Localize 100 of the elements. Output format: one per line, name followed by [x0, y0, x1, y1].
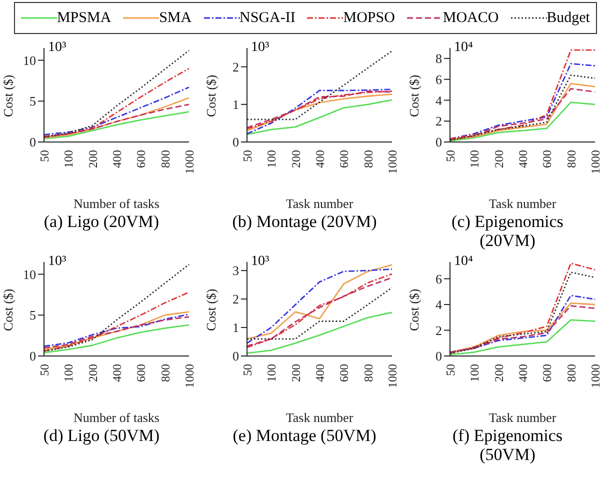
y-tick-label: 2: [436, 322, 442, 338]
line-series: [246, 50, 393, 120]
text: (d) Ligo (50VM): [42, 426, 161, 445]
line-series: [43, 111, 190, 140]
y-tick-label: 2: [436, 114, 442, 129]
x-tick-label: 800: [564, 150, 578, 168]
line-series: [43, 264, 190, 352]
y-tick-label: 10: [23, 266, 36, 282]
annotation: 10³: [48, 40, 66, 56]
x-tick-label: 50: [240, 364, 255, 376]
y-tick-label: 0: [232, 348, 239, 364]
x-tick-label: 100: [264, 150, 279, 168]
x-tick-label: 600: [337, 364, 352, 382]
text: (f) Epigenomics (50VM): [452, 426, 564, 464]
y-axis-title: Cost ($): [204, 288, 219, 331]
x-axis-title: Number of tasks: [74, 410, 160, 425]
x-tick-label: 1000: [588, 364, 603, 388]
x-tick-label: 100: [62, 150, 76, 168]
x-tick-label: 400: [516, 150, 530, 168]
x-axis-title: Task number: [286, 196, 354, 211]
y-tick-label: 4: [436, 92, 442, 108]
x-tick-label: 600: [134, 364, 148, 382]
x-tick-label: 400: [313, 364, 328, 382]
x-tick-label: 1000: [588, 150, 603, 174]
x-tick-label: 1000: [386, 364, 400, 388]
y-tick-label: 4: [436, 297, 442, 312]
x-axis-title: Task number: [488, 410, 557, 425]
annotation: 10⁴: [454, 254, 473, 270]
x-tick-label: 100: [468, 150, 482, 168]
x-tick-label: 100: [62, 364, 76, 382]
legend-label: MPSMA: [56, 10, 112, 26]
y-tick-label: 10: [23, 52, 36, 68]
line-series: [43, 104, 190, 138]
x-tick-label: 800: [361, 364, 376, 382]
x-axis-title: Number of tasks: [74, 196, 160, 211]
x-tick-label: 200: [288, 364, 303, 382]
text: (b) Montage (20VM): [231, 212, 378, 231]
x-tick-label: 600: [337, 150, 352, 168]
x-tick-label: 400: [110, 364, 124, 382]
x-tick-label: 1000: [182, 364, 197, 388]
y-tick-label: 5: [30, 308, 36, 323]
x-tick-label: 400: [110, 150, 124, 168]
y-axis-title: Cost ($): [0, 288, 16, 331]
text: (c) Epigenomics (20VM): [450, 212, 564, 250]
x-tick-label: 50: [444, 364, 458, 376]
x-tick-label: 800: [564, 364, 578, 382]
line-series: [246, 286, 393, 340]
x-tick-label: 200: [86, 364, 100, 382]
annotation: 10³: [251, 40, 270, 56]
x-tick-label: 200: [492, 364, 506, 382]
x-tick-label: 100: [468, 364, 482, 382]
line-series: [43, 292, 190, 352]
y-axis-title: Cost ($): [406, 74, 422, 117]
x-tick-label: 200: [86, 150, 100, 168]
x-tick-label: 400: [516, 364, 530, 382]
line-series: [43, 86, 190, 136]
line-series: [43, 50, 190, 138]
x-tick-label: 800: [361, 150, 376, 168]
x-tick-label: 50: [38, 150, 52, 162]
annotation: 10³: [48, 254, 66, 270]
legend-label: Budget: [546, 10, 590, 26]
line-series: [43, 97, 190, 139]
text: (a) Ligo (20VM): [42, 212, 160, 231]
y-tick-label: 2: [232, 292, 239, 307]
x-tick-label: 1000: [182, 150, 197, 174]
y-tick-label: 0: [436, 348, 442, 364]
x-axis-title: Task number: [286, 410, 354, 425]
y-tick-label: 0: [30, 348, 36, 364]
line-series: [43, 324, 190, 354]
x-tick-label: 50: [38, 364, 52, 376]
x-axis-title: Task number: [488, 196, 557, 211]
x-tick-label: 600: [134, 150, 148, 168]
line-series: [43, 68, 190, 137]
x-tick-label: 100: [264, 364, 279, 382]
x-tick-label: 200: [492, 150, 506, 168]
y-tick-label: 6: [436, 271, 442, 286]
y-tick-label: 0: [232, 134, 239, 150]
x-tick-label: 600: [540, 364, 554, 382]
line-series: [246, 312, 393, 354]
legend-label: SMA: [159, 10, 192, 26]
y-tick-label: 3: [232, 263, 239, 278]
x-tick-label: 600: [540, 150, 554, 168]
line-series: [246, 99, 393, 136]
x-tick-label: 1000: [386, 150, 400, 174]
y-tick-label: 5: [30, 94, 36, 109]
legend-label: MOPSO: [343, 10, 395, 26]
y-axis-title: Cost ($): [204, 74, 219, 117]
y-tick-label: 2: [232, 59, 239, 74]
y-axis-title: Cost ($): [0, 74, 16, 117]
x-tick-label: 800: [158, 364, 172, 382]
x-tick-label: 400: [313, 150, 328, 168]
y-tick-label: 0: [30, 134, 36, 150]
annotation: 10⁴: [454, 40, 473, 56]
x-tick-label: 200: [288, 150, 303, 168]
annotation: 10³: [251, 254, 270, 270]
legend-label: NSGA-II: [240, 10, 296, 26]
y-axis-title: Cost ($): [406, 288, 422, 331]
y-tick-label: 1: [232, 320, 239, 336]
legend-label: MOACO: [442, 10, 499, 26]
x-tick-label: 50: [240, 150, 255, 162]
